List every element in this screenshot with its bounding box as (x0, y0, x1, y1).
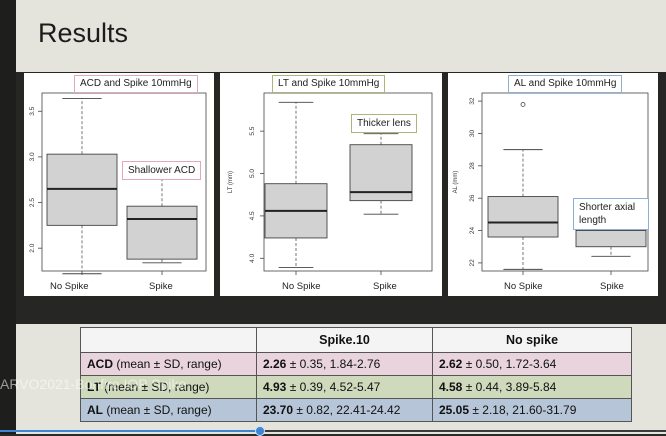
plot-frame (41, 92, 207, 272)
lt-xtick-spike: Spike (373, 281, 397, 292)
spike-mean: 4.93 (263, 380, 287, 394)
video-progress-handle[interactable] (254, 426, 265, 436)
header-spike10: Spike.10 (256, 327, 433, 353)
nospike-value: 25.05 ± 2.18, 21.60-31.79 (432, 398, 632, 422)
y-tick-label: 5.0 (249, 169, 256, 178)
lt-chart-title: LT and Spike 10mmHg (272, 75, 386, 93)
lt-boxplot: 4.0 4.5 5.0 5.5 LT (mm) (228, 92, 433, 275)
y-tick-label: 3.5 (29, 106, 36, 115)
row-label-detail: (mean ± SD, range) (113, 357, 222, 371)
nospike-mean: 25.05 (439, 403, 470, 417)
row-label-name: LT (87, 380, 101, 394)
y-tick-label: 3.0 (29, 152, 36, 161)
y-tick-label: 4.5 (249, 211, 256, 220)
summary-table: Spike.10 No spike ACD (mean ± SD, range)… (80, 327, 632, 422)
al-boxplot: 22 24 26 28 30 32 AL (mm) (453, 92, 649, 275)
nospike-sd-range: ± 0.44, 3.89-5.84 (462, 380, 557, 394)
y-tick-label: 26 (469, 194, 476, 202)
y-tick-label: 5.5 (249, 126, 256, 135)
header-blank (80, 327, 257, 353)
row-label-detail: (mean ± SD, range) (103, 403, 212, 417)
outlier-point (520, 102, 526, 107)
box-iqr (126, 205, 198, 260)
summary-table-wrap: Spike.10 No spike ACD (mean ± SD, range)… (80, 327, 632, 422)
row-label-name: ACD (87, 357, 113, 371)
y-axis-label: LT (mm) (228, 171, 234, 193)
row-label-detail: (mean ± SD, range) (100, 380, 210, 394)
acd-annotation: Shallower ACD (122, 161, 202, 180)
y-tick-label: 2.5 (29, 198, 36, 207)
acd-boxplot: 2.0 2.5 3.0 3.5 (29, 92, 207, 275)
y-tick-label: 2.0 (29, 243, 36, 252)
spike-sd-range: ± 0.35, 1.84-2.76 (286, 357, 381, 371)
al-xtick-no-spike: No Spike (504, 281, 543, 292)
nospike-sd-range: ± 2.18, 21.60-31.79 (469, 403, 577, 417)
nospike-mean: 4.58 (439, 380, 463, 394)
row-label-name: AL (87, 403, 103, 417)
lt-annotation: Thicker lens (351, 114, 417, 133)
y-tick-label: 28 (469, 162, 476, 170)
spike-sd-range: ± 0.82, 22.41-24.42 (293, 403, 401, 417)
lt-chart-panel: 4.0 4.5 5.0 5.5 LT (mm) LT and Spike 10mmHg … (220, 73, 442, 296)
table-row: AL (mean ± SD, range) 23.70 ± 0.82, 22.4… (80, 398, 632, 422)
spike-value: 23.70 ± 0.82, 22.41-24.42 (256, 398, 433, 422)
al-xtick-spike: Spike (600, 281, 624, 292)
video-progress-track[interactable] (0, 426, 666, 436)
acd-xtick-spike: Spike (149, 281, 173, 292)
slide-left-bar (0, 0, 16, 434)
lt-xtick-no-spike: No Spike (282, 281, 321, 292)
table-row: ACD (mean ± SD, range) 2.26 ± 0.35, 1.84… (80, 352, 632, 376)
acd-chart-title: ACD and Spike 10mmHg (74, 75, 198, 93)
al-annotation: Shorter axial length (573, 198, 649, 230)
y-tick-label: 24 (469, 227, 476, 235)
spike-sd-range: ± 0.39, 4.52-5.47 (286, 380, 381, 394)
table-row: LT (mean ± SD, range) 4.93 ± 0.39, 4.52-… (80, 375, 632, 399)
row-label: ACD (mean ± SD, range) (80, 352, 257, 376)
al-chart-title: AL and Spike 10mmHg (508, 75, 623, 93)
watermark-text: ARVO2021-Bonfire IOP Spike (0, 376, 187, 392)
row-label: AL (mean ± SD, range) (80, 398, 257, 422)
spike-value: 2.26 ± 0.35, 1.84-2.76 (256, 352, 433, 376)
slide-title: Results (38, 18, 129, 48)
spike-mean: 2.26 (263, 357, 287, 371)
nospike-mean: 2.62 (439, 357, 463, 371)
spike-mean: 23.70 (263, 403, 294, 417)
nospike-value: 4.58 ± 0.44, 3.89-5.84 (432, 375, 632, 399)
spike-value: 4.93 ± 0.39, 4.52-5.47 (256, 375, 433, 399)
box-iqr (487, 196, 559, 238)
y-tick-label: 22 (469, 259, 476, 267)
y-tick-label: 32 (469, 97, 476, 105)
acd-chart-panel: 2.0 2.5 3.0 3.5 ACD and Spike 10mmHg Shallo… (24, 73, 214, 296)
header-no-spike: No spike (432, 327, 632, 353)
y-tick-label: 30 (469, 129, 476, 137)
video-progress-fill (0, 430, 260, 432)
y-tick-label: 4.0 (249, 253, 256, 262)
y-axis-label: AL (mm) (453, 171, 459, 194)
nospike-value: 2.62 ± 0.50, 1.72-3.64 (432, 352, 632, 376)
al-chart-panel: 22 24 26 28 30 32 AL (mm) AL and Spike 10mmHg … (448, 73, 658, 296)
plot-frame (481, 92, 649, 272)
row-label: LT (mean ± SD, range) (80, 375, 257, 399)
acd-xtick-no-spike: No Spike (50, 281, 89, 292)
table-header-row: Spike.10 No spike (80, 327, 632, 353)
nospike-sd-range: ± 0.50, 1.72-3.64 (462, 357, 557, 371)
plot-frame (263, 92, 433, 272)
